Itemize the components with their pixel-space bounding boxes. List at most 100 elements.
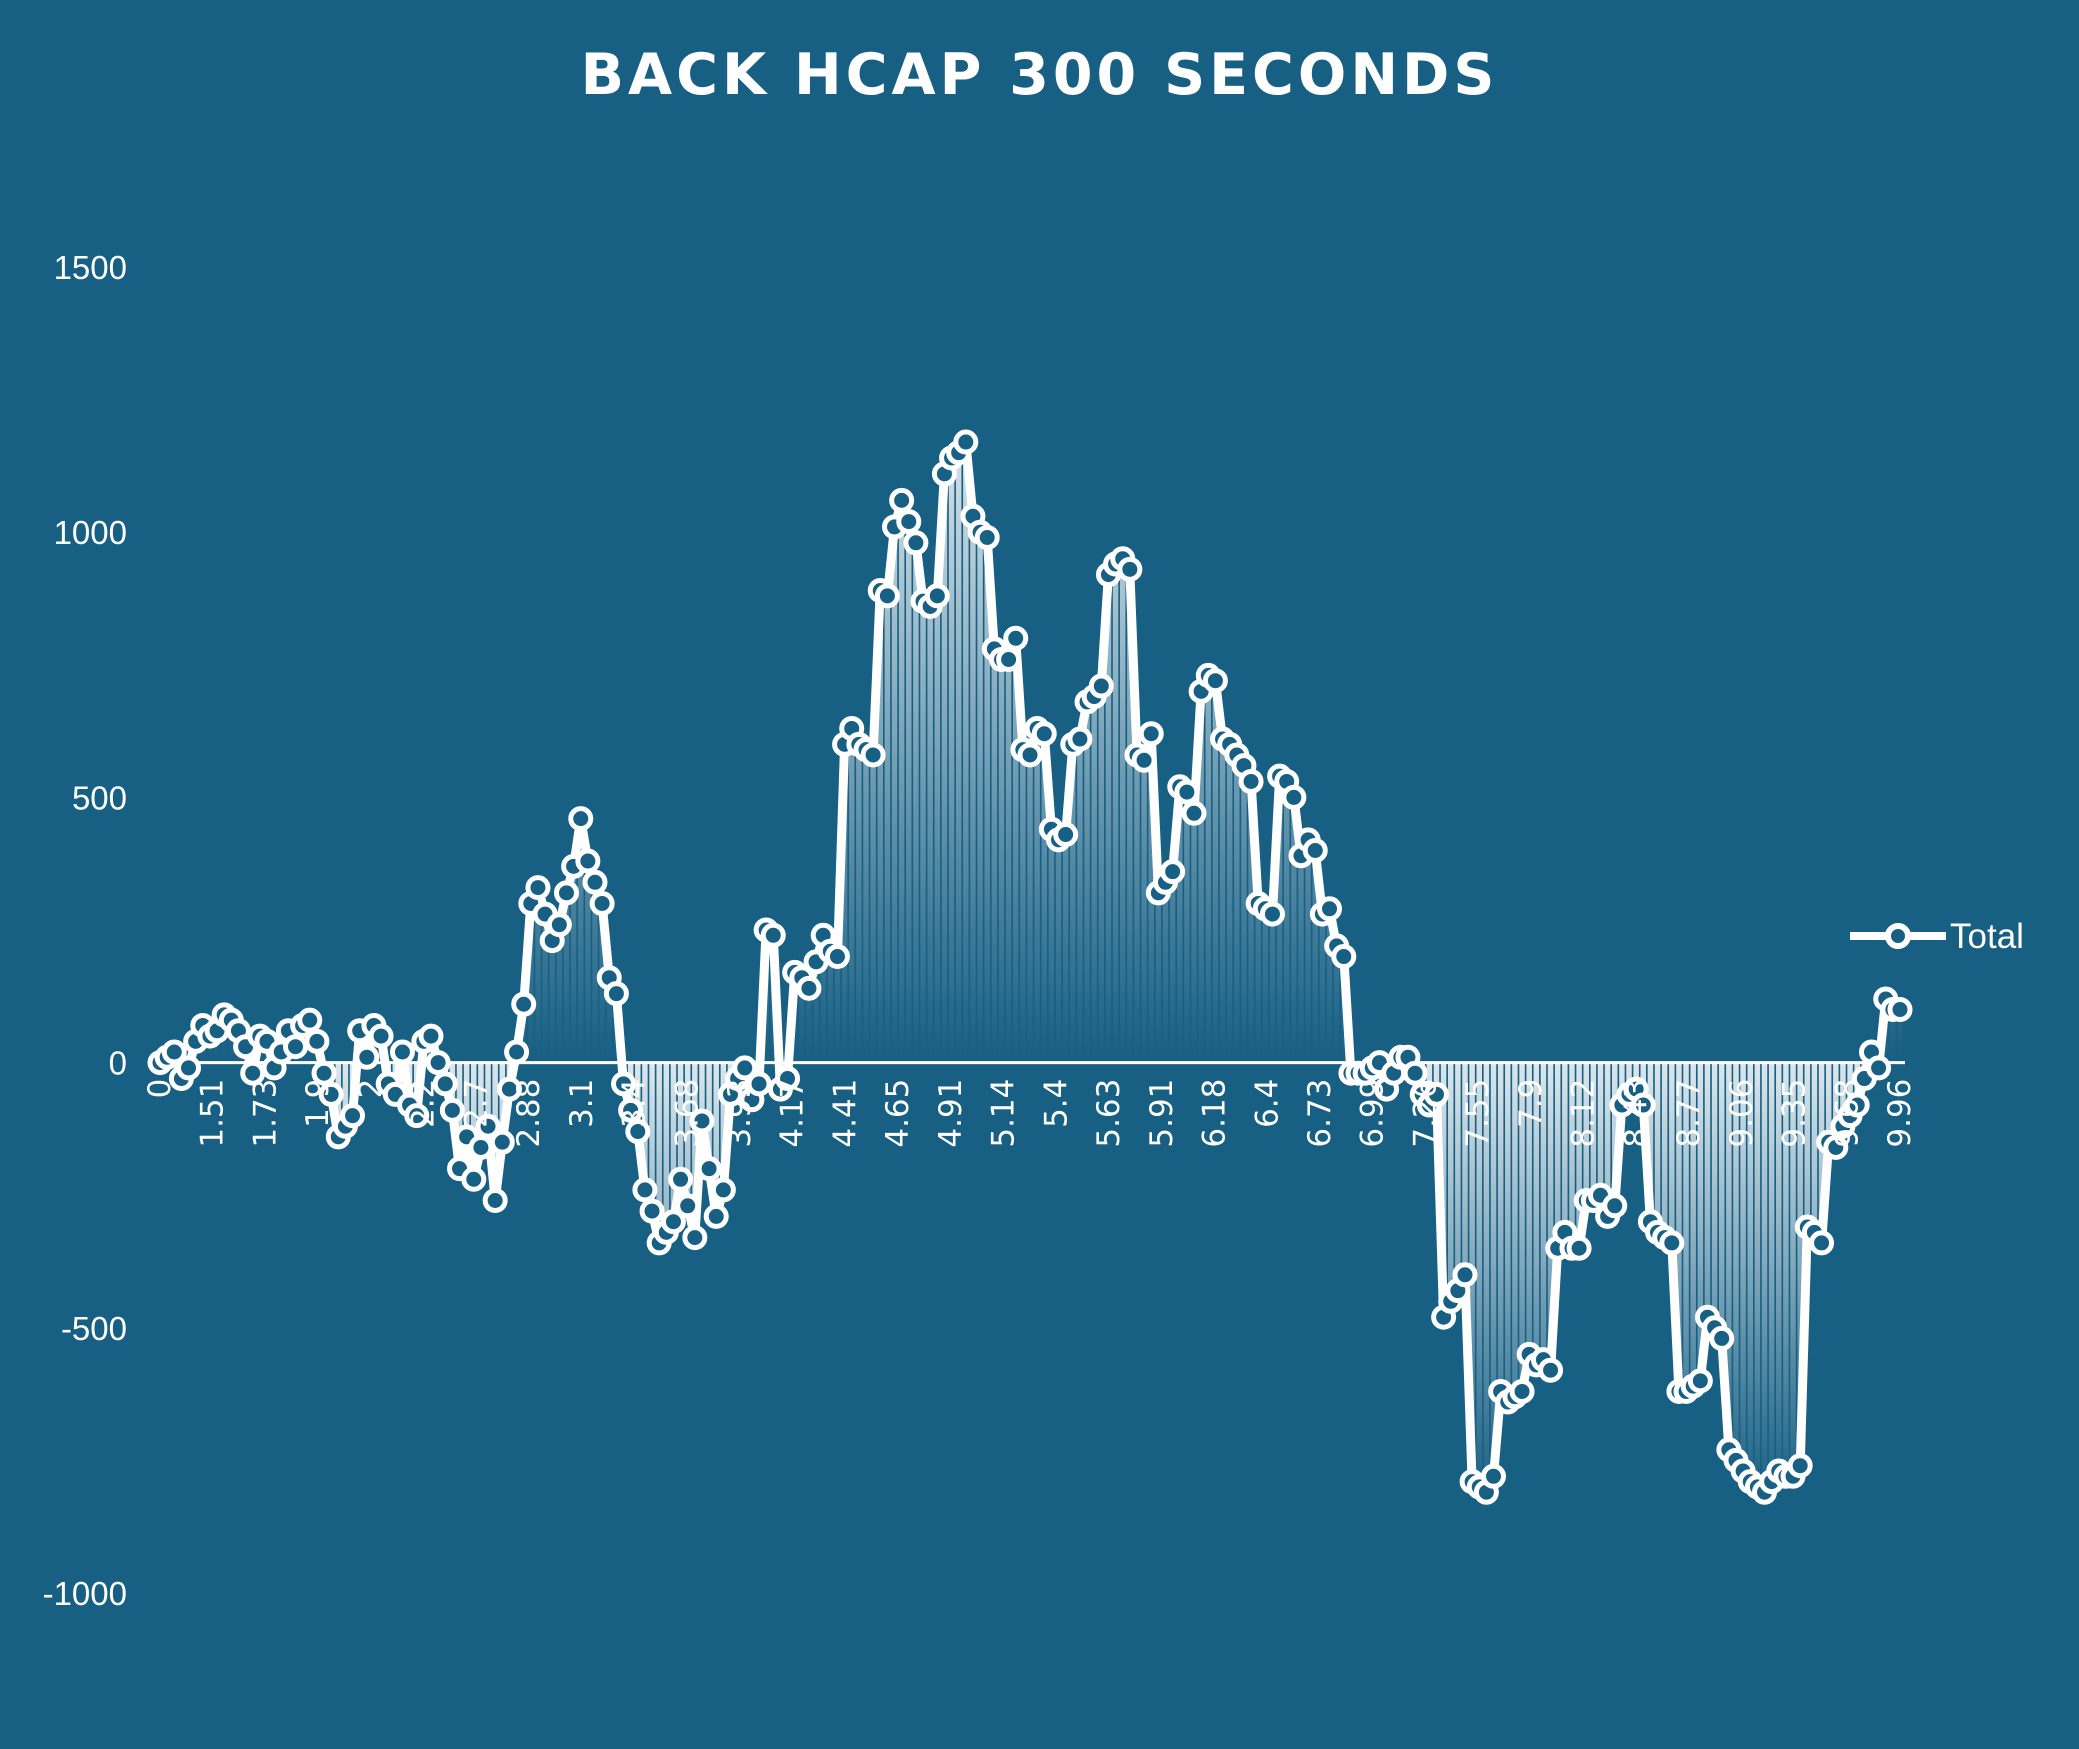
data-point xyxy=(682,1225,708,1251)
data-point xyxy=(1809,1230,1835,1256)
x-tick-label: 5.63 xyxy=(1091,1079,1127,1148)
data-point xyxy=(176,1055,202,1081)
y-tick-label: -500 xyxy=(61,1310,127,1347)
x-tick-label: 3.4 xyxy=(617,1079,653,1128)
data-point xyxy=(1281,784,1307,810)
data-point xyxy=(1423,1081,1449,1107)
data-point xyxy=(996,646,1022,672)
data-point xyxy=(1238,768,1264,794)
data-point xyxy=(1031,721,1057,747)
data-point xyxy=(824,944,850,970)
data-point xyxy=(1566,1235,1592,1261)
data-point xyxy=(1317,896,1343,922)
x-tick-label: 4.17 xyxy=(775,1079,811,1148)
data-point xyxy=(1481,1463,1507,1489)
data-point xyxy=(418,1023,444,1049)
data-point xyxy=(1602,1193,1628,1219)
data-point xyxy=(589,890,615,916)
x-tick-label: 3.93 xyxy=(722,1079,758,1148)
data-point xyxy=(496,1076,522,1102)
data-point xyxy=(603,981,629,1007)
x-tick-label: 0 xyxy=(142,1079,178,1099)
data-point xyxy=(1452,1262,1478,1288)
data-point xyxy=(632,1177,658,1203)
x-tick-label: 6.18 xyxy=(1197,1079,1233,1148)
data-point xyxy=(1003,625,1029,651)
data-point xyxy=(675,1193,701,1219)
data-point xyxy=(1181,800,1207,826)
data-point xyxy=(903,530,929,556)
data-point xyxy=(282,1034,308,1060)
data-point xyxy=(1053,822,1079,848)
legend-marker xyxy=(1885,923,1911,949)
data-point xyxy=(504,1039,530,1065)
x-tick-label: 9.35 xyxy=(1777,1079,1813,1148)
data-point xyxy=(874,583,900,609)
data-point xyxy=(746,1071,772,1097)
x-tick-label: 2 xyxy=(353,1079,389,1099)
data-point xyxy=(660,1209,686,1235)
data-point xyxy=(1088,673,1114,699)
chart-title: BACK HCAP 300 SECONDS xyxy=(580,42,1499,108)
data-point xyxy=(611,1071,637,1097)
data-point xyxy=(475,1113,501,1139)
data-point xyxy=(974,525,1000,551)
data-point xyxy=(482,1188,508,1214)
y-axis: 1500 1000 500 0 -500 -1000 xyxy=(43,249,127,1612)
y-tick-label: 500 xyxy=(72,779,127,816)
data-point xyxy=(1402,1060,1428,1086)
data-point xyxy=(425,1050,451,1076)
x-tick-label: 1.9 xyxy=(300,1079,336,1128)
data-point xyxy=(889,487,915,513)
x-tick-label: 5.4 xyxy=(1038,1079,1074,1128)
data-point xyxy=(1866,1055,1892,1081)
data-point xyxy=(1844,1092,1870,1118)
series-markers xyxy=(147,429,1913,1505)
data-point xyxy=(1659,1230,1685,1256)
data-point xyxy=(439,1097,465,1123)
legend: Total xyxy=(1850,917,2024,956)
data-point xyxy=(924,583,950,609)
data-point xyxy=(1709,1325,1735,1351)
data-point xyxy=(1887,997,1913,1023)
x-tick-label: 9.96 xyxy=(1882,1079,1918,1148)
data-point xyxy=(311,1060,337,1086)
data-point xyxy=(568,806,594,832)
x-tick-label: 8.77 xyxy=(1671,1079,1707,1148)
x-tick-label: 1.73 xyxy=(247,1079,283,1148)
data-point xyxy=(297,1007,323,1033)
x-tick-label: 6.73 xyxy=(1302,1079,1338,1148)
x-tick-label: 4.65 xyxy=(880,1079,916,1148)
x-tick-label: 7.26 xyxy=(1407,1079,1443,1148)
data-point xyxy=(1017,742,1043,768)
data-point xyxy=(546,912,572,938)
data-point xyxy=(703,1203,729,1229)
data-point xyxy=(1687,1368,1713,1394)
y-tick-label: 1000 xyxy=(54,514,127,551)
data-point xyxy=(1138,721,1164,747)
data-point xyxy=(710,1177,736,1203)
data-point xyxy=(432,1071,458,1097)
data-point xyxy=(318,1081,344,1107)
data-point xyxy=(461,1166,487,1192)
data-point xyxy=(860,742,886,768)
data-point xyxy=(796,975,822,1001)
data-point xyxy=(1331,944,1357,970)
data-point xyxy=(760,922,786,948)
data-point xyxy=(625,1119,651,1145)
x-tick-label: 6.4 xyxy=(1249,1079,1285,1128)
x-tick-label: 3.1 xyxy=(564,1079,600,1128)
data-point xyxy=(639,1198,665,1224)
x-tick-label: 2.2 xyxy=(406,1079,442,1128)
x-tick-label: 7.9 xyxy=(1513,1079,1549,1128)
x-tick-label: 5.91 xyxy=(1144,1079,1180,1148)
data-point xyxy=(696,1156,722,1182)
data-point xyxy=(1787,1453,1813,1479)
data-point xyxy=(240,1060,266,1086)
y-tick-label: 1500 xyxy=(54,249,127,286)
data-point xyxy=(1259,901,1285,927)
data-point xyxy=(668,1166,694,1192)
data-point xyxy=(161,1039,187,1065)
x-tick-label: 9.68 xyxy=(1829,1079,1865,1148)
x-tick-label: 2.7 xyxy=(458,1079,494,1128)
